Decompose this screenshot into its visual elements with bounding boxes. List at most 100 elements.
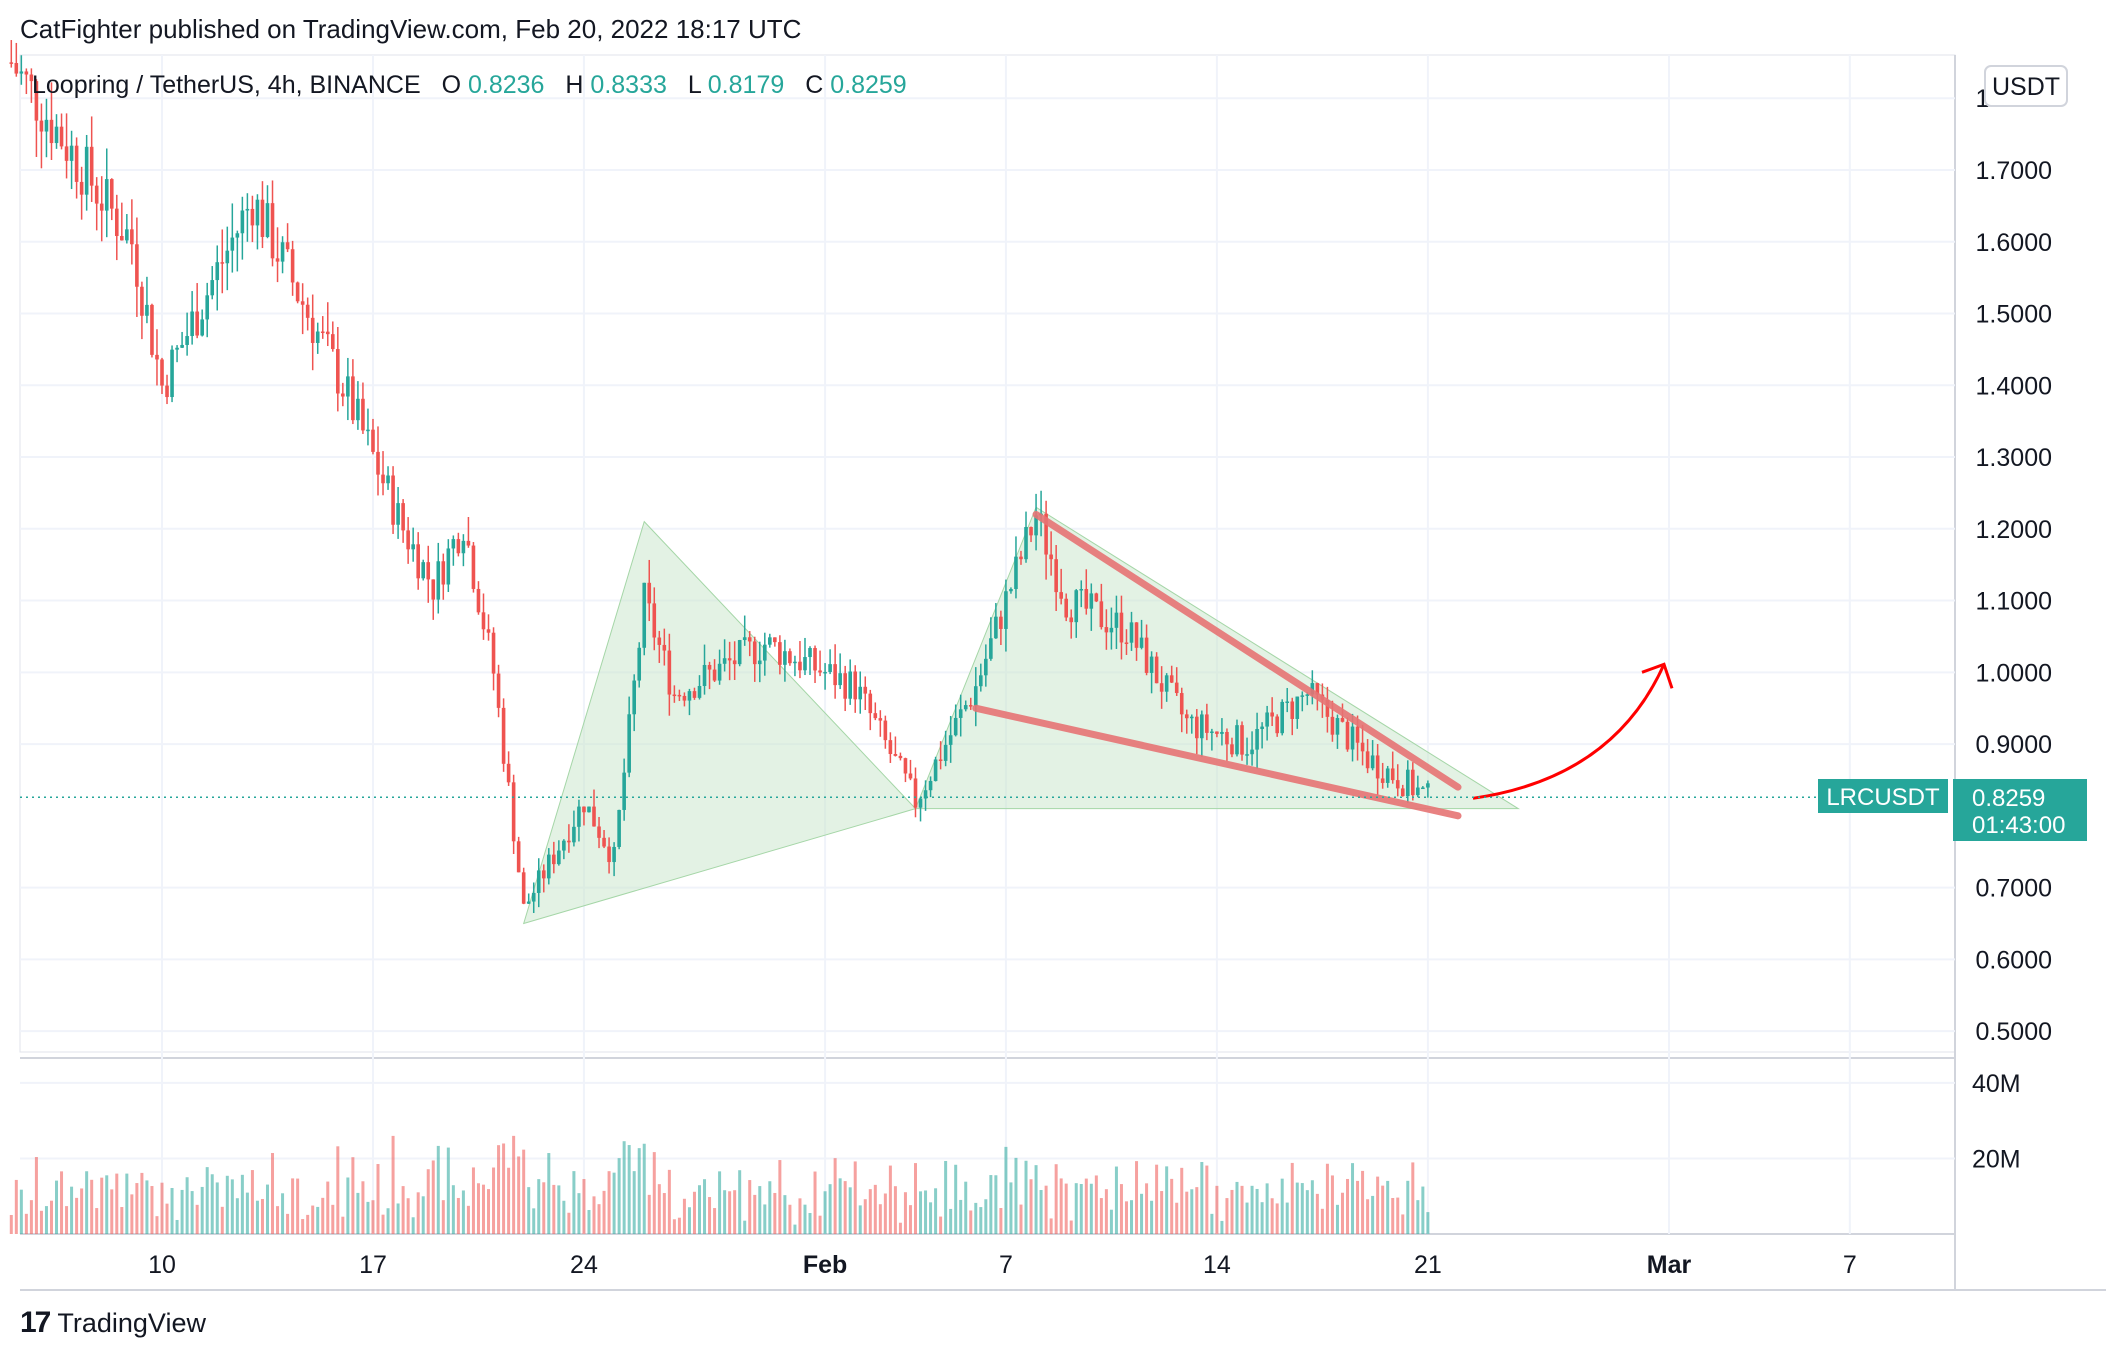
y-tick-label: 1.5000	[1976, 301, 2052, 329]
candle-body	[1411, 770, 1415, 795]
candle-body	[833, 664, 837, 685]
candle-body	[944, 745, 948, 761]
volume-bar	[919, 1191, 922, 1234]
candle-body	[130, 229, 134, 244]
volume-bar	[316, 1207, 319, 1234]
volume-bar	[1040, 1190, 1043, 1234]
candle-body	[617, 810, 621, 847]
candle-body	[1120, 613, 1124, 643]
volume-bar	[1291, 1163, 1294, 1234]
volume-bar	[236, 1198, 239, 1234]
volume-bar	[854, 1161, 857, 1234]
candle-body	[929, 781, 933, 790]
volume-bar	[412, 1217, 415, 1234]
candle-body	[793, 662, 797, 664]
x-tick-label: Feb	[803, 1251, 847, 1279]
volume-bar	[547, 1153, 550, 1234]
candle-body	[376, 452, 380, 475]
volume-bar	[462, 1190, 465, 1234]
candle-body	[1190, 717, 1194, 719]
candle-body	[1074, 590, 1078, 622]
volume-bar	[1155, 1165, 1158, 1234]
candle-body	[818, 670, 822, 672]
volume-bar	[366, 1202, 369, 1234]
volume-bar	[598, 1204, 601, 1234]
volume-bar	[65, 1206, 68, 1234]
volume-bar	[1095, 1175, 1098, 1234]
volume-bar	[874, 1185, 877, 1234]
candle-body	[1416, 788, 1420, 796]
volume-bar	[387, 1208, 390, 1234]
volume-bar	[849, 1187, 852, 1234]
candle-body	[1391, 768, 1395, 780]
volume-bar	[1225, 1198, 1228, 1234]
candle-body	[371, 430, 375, 452]
volume-bar	[427, 1169, 430, 1234]
volume-bar	[1060, 1178, 1063, 1234]
volume-bar	[1080, 1184, 1083, 1234]
candle-body	[351, 376, 355, 420]
volume-bar	[321, 1198, 324, 1234]
volume-bar	[1326, 1164, 1329, 1234]
volume-bar	[532, 1208, 535, 1234]
volume-tick-label: 20M	[1972, 1145, 2021, 1173]
volume-bar	[1296, 1183, 1299, 1234]
candle-body	[663, 645, 667, 651]
candle-body	[994, 617, 998, 639]
candle-body	[75, 146, 79, 182]
candle-body	[1401, 788, 1405, 796]
candle-body	[200, 319, 204, 335]
volume-bar	[1200, 1162, 1203, 1234]
volume-bar	[95, 1208, 98, 1234]
candle-body	[607, 847, 611, 863]
volume-bar	[587, 1210, 590, 1234]
candle-body	[843, 673, 847, 699]
candle-body	[733, 660, 737, 664]
candle-body	[1135, 622, 1139, 647]
candle-body	[828, 664, 832, 672]
volume-bar	[60, 1171, 63, 1234]
volume-bar	[909, 1205, 912, 1234]
volume-bar	[1411, 1162, 1414, 1234]
last-price-tag: LRCUSDT 0.8259 01:43:00	[1818, 779, 2087, 841]
candle-body	[934, 759, 938, 781]
candle-body	[1100, 601, 1104, 627]
volume-bar	[1050, 1218, 1053, 1234]
volume-bar	[567, 1213, 570, 1234]
volume-bar	[45, 1206, 48, 1234]
candle-body	[964, 705, 968, 709]
candle-body	[226, 251, 230, 264]
candle-body	[462, 541, 466, 553]
volume-bar	[708, 1197, 711, 1234]
volume-bar	[155, 1216, 158, 1234]
volume-bar	[35, 1157, 38, 1234]
volume-bar	[899, 1223, 902, 1234]
candle-body	[1019, 557, 1023, 560]
candle-body	[627, 714, 631, 772]
volume-bar	[80, 1188, 83, 1234]
candle-body	[884, 721, 888, 741]
volume-bar	[537, 1179, 540, 1234]
volume-bar	[1331, 1175, 1334, 1234]
candle-body	[562, 841, 566, 851]
volume-bar	[1190, 1189, 1193, 1234]
candle-body	[1095, 593, 1099, 601]
volume-bar	[271, 1153, 274, 1234]
volume-bar	[1045, 1186, 1048, 1234]
volume-bar	[25, 1214, 28, 1234]
volume-bar	[125, 1174, 128, 1234]
volume-bar	[748, 1180, 751, 1234]
volume-bar	[467, 1206, 470, 1234]
candle-body	[331, 334, 335, 349]
candle-body	[879, 718, 883, 720]
volume-bar	[613, 1173, 616, 1234]
volume-bar	[1014, 1158, 1017, 1234]
currency-button[interactable]: USDT	[1985, 66, 2067, 106]
candle-body	[808, 648, 812, 657]
candle-body	[532, 893, 536, 902]
candle-body	[939, 759, 943, 761]
volume-bar	[864, 1199, 867, 1234]
volume-bar	[703, 1179, 706, 1234]
volume-bar	[201, 1187, 204, 1234]
